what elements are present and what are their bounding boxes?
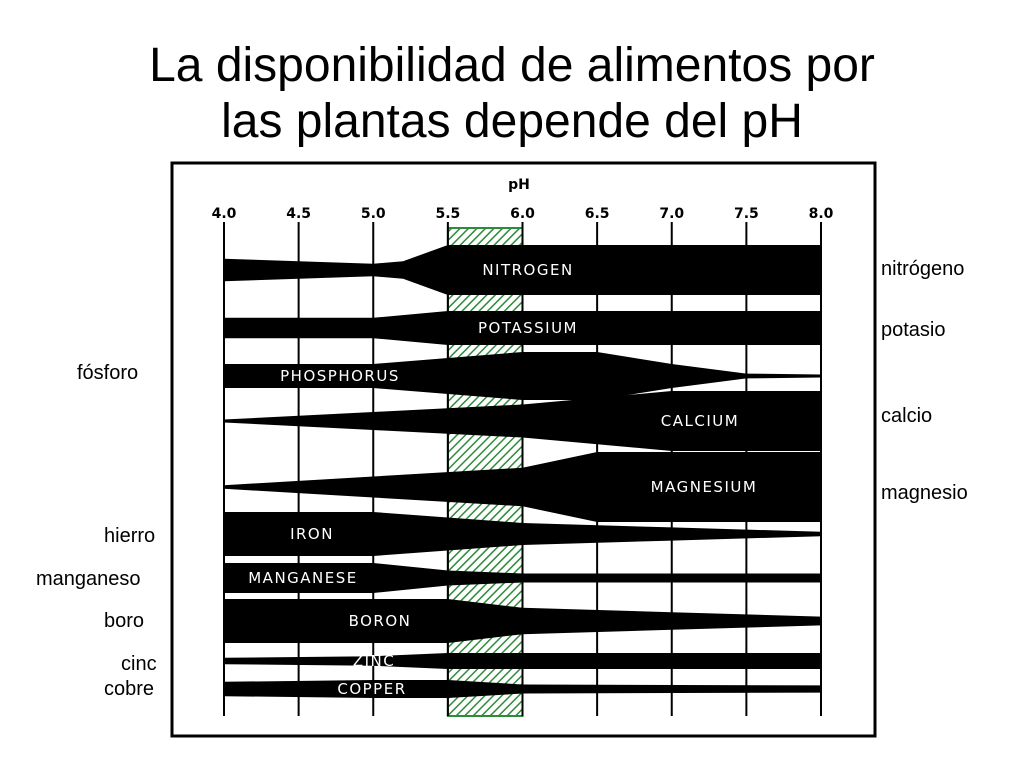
label-cobre: cobre bbox=[104, 678, 155, 700]
band-label-zinc: ZINC bbox=[353, 652, 395, 670]
band-calcium bbox=[224, 391, 821, 451]
x-tick-label: 5.5 bbox=[435, 206, 460, 222]
slide-title-line-2: las plantas depende del pH bbox=[221, 95, 803, 148]
band-label-nitrogen: NITROGEN bbox=[482, 261, 573, 279]
band-copper bbox=[224, 680, 821, 698]
label-cinc: cinc bbox=[121, 653, 157, 675]
band-label-calcium: CALCIUM bbox=[661, 412, 739, 430]
x-tick-label: 4.5 bbox=[286, 206, 311, 222]
x-tick-label: 4.0 bbox=[212, 206, 237, 222]
x-tick-label: 6.5 bbox=[585, 206, 610, 222]
band-iron bbox=[224, 512, 821, 556]
label-potasio: potasio bbox=[881, 319, 946, 341]
x-tick-label: 7.0 bbox=[659, 206, 684, 222]
band-magnesium bbox=[224, 452, 821, 522]
label-manganeso: manganeso bbox=[36, 568, 141, 590]
band-potassium bbox=[224, 311, 821, 345]
band-label-copper: COPPER bbox=[337, 680, 406, 698]
label-magnesio: magnesio bbox=[881, 482, 968, 504]
band-nitrogen bbox=[224, 245, 821, 295]
x-tick-label: 6.0 bbox=[510, 206, 535, 222]
label-nitrogeno: nitrógeno bbox=[881, 258, 965, 280]
band-label-phosphorus: PHOSPHORUS bbox=[280, 367, 400, 385]
band-label-boron: BORON bbox=[349, 612, 412, 630]
x-tick-label: 5.0 bbox=[361, 206, 386, 222]
x-axis-title: pH bbox=[508, 177, 530, 193]
band-zinc bbox=[224, 653, 821, 669]
band-phosphorus bbox=[224, 352, 821, 400]
label-hierro: hierro bbox=[104, 525, 156, 547]
slide-title: La disponibilidad de alimentos por las p… bbox=[0, 38, 1024, 150]
band-manganese bbox=[224, 563, 821, 593]
slide-title-line-1: La disponibilidad de alimentos por bbox=[149, 39, 875, 92]
label-fosforo: fósforo bbox=[77, 362, 139, 384]
band-label-potassium: POTASSIUM bbox=[478, 319, 578, 337]
band-label-magnesium: MAGNESIUM bbox=[651, 478, 758, 496]
band-label-iron: IRON bbox=[290, 525, 334, 543]
x-tick-label: 8.0 bbox=[809, 206, 834, 222]
label-boro: boro bbox=[104, 610, 145, 632]
label-calcio: calcio bbox=[881, 405, 933, 427]
x-tick-label: 7.5 bbox=[734, 206, 759, 222]
band-label-manganese: MANGANESE bbox=[248, 569, 358, 587]
band-boron bbox=[224, 599, 821, 643]
